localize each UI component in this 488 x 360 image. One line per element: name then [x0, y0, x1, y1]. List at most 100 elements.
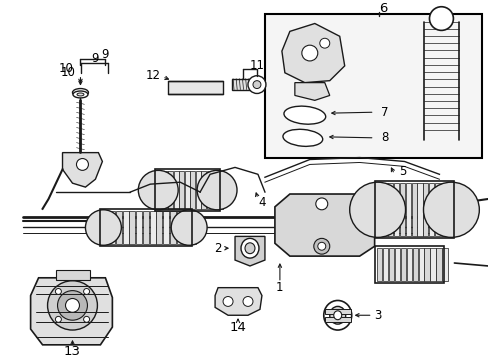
Polygon shape [235, 237, 264, 266]
Bar [446, 183, 451, 237]
Bar [196, 171, 201, 209]
Bar [183, 211, 189, 244]
Ellipse shape [241, 238, 259, 258]
Bar [184, 171, 189, 209]
Text: 8: 8 [380, 131, 387, 144]
Ellipse shape [77, 93, 84, 96]
Bar [157, 171, 162, 209]
Bar [400, 248, 405, 281]
Text: 4: 4 [258, 197, 265, 210]
Circle shape [423, 182, 478, 237]
Ellipse shape [284, 106, 325, 124]
Bar [418, 248, 423, 281]
Text: 14: 14 [229, 321, 246, 334]
Bar [56, 270, 90, 280]
Circle shape [243, 297, 252, 306]
Bar [129, 211, 135, 244]
Text: 3: 3 [374, 309, 381, 322]
Bar [388, 248, 393, 281]
Circle shape [223, 297, 233, 306]
Circle shape [171, 210, 207, 245]
Text: 10: 10 [61, 66, 76, 79]
Bar [382, 248, 387, 281]
Bar [163, 211, 169, 244]
Text: 10: 10 [59, 62, 74, 75]
Text: 11: 11 [249, 59, 264, 72]
Bar [149, 211, 155, 244]
Text: 1: 1 [276, 281, 283, 294]
Circle shape [47, 281, 97, 330]
Circle shape [319, 38, 329, 48]
Bar [173, 171, 179, 209]
Text: 2: 2 [214, 242, 222, 255]
Bar [394, 248, 399, 281]
Circle shape [65, 298, 80, 312]
Bar [399, 183, 405, 237]
Circle shape [197, 170, 237, 210]
Circle shape [76, 158, 88, 170]
Bar [406, 248, 411, 281]
Ellipse shape [244, 243, 254, 254]
Ellipse shape [73, 91, 88, 98]
Bar [179, 171, 184, 209]
Circle shape [83, 288, 89, 294]
Circle shape [55, 316, 61, 322]
Bar [122, 211, 128, 244]
Bar [109, 211, 115, 244]
Text: 7: 7 [380, 106, 387, 119]
Ellipse shape [283, 129, 322, 147]
Bar [324, 309, 350, 314]
Bar [142, 211, 149, 244]
Bar [424, 248, 429, 281]
Circle shape [313, 238, 329, 254]
Bar [102, 211, 108, 244]
Bar [206, 171, 211, 209]
Circle shape [83, 316, 89, 322]
Bar [417, 183, 422, 237]
Ellipse shape [333, 311, 341, 320]
Bar [428, 183, 433, 237]
Text: 9: 9 [91, 53, 99, 66]
Bar [168, 171, 173, 209]
Text: 13: 13 [64, 345, 81, 358]
Circle shape [349, 182, 405, 237]
Bar [201, 171, 206, 209]
Bar [136, 211, 142, 244]
Circle shape [428, 7, 452, 30]
Bar [169, 211, 176, 244]
Bar [451, 183, 457, 237]
Bar [324, 317, 350, 322]
Bar [376, 248, 381, 281]
Circle shape [138, 170, 178, 210]
Circle shape [247, 76, 265, 94]
Ellipse shape [323, 301, 351, 330]
Bar [374, 181, 453, 238]
Bar [387, 183, 393, 237]
Bar [382, 183, 387, 237]
Bar [100, 209, 192, 246]
Bar [155, 169, 220, 211]
Bar [163, 171, 167, 209]
Circle shape [252, 81, 261, 89]
Circle shape [58, 291, 87, 320]
Polygon shape [281, 23, 344, 83]
Bar [423, 183, 427, 237]
Circle shape [317, 242, 325, 250]
Polygon shape [274, 194, 374, 256]
Bar [434, 183, 439, 237]
Circle shape [85, 210, 121, 245]
Text: 9: 9 [102, 48, 109, 60]
Text: 12: 12 [145, 69, 160, 82]
Ellipse shape [329, 306, 345, 324]
Polygon shape [31, 278, 112, 345]
Circle shape [315, 198, 327, 210]
Polygon shape [62, 153, 102, 187]
Bar [264, 14, 481, 158]
Bar [376, 183, 381, 237]
Bar [393, 183, 399, 237]
Bar [436, 248, 441, 281]
Bar [440, 183, 445, 237]
Bar [116, 211, 122, 244]
Bar [374, 246, 444, 283]
Bar [176, 211, 183, 244]
